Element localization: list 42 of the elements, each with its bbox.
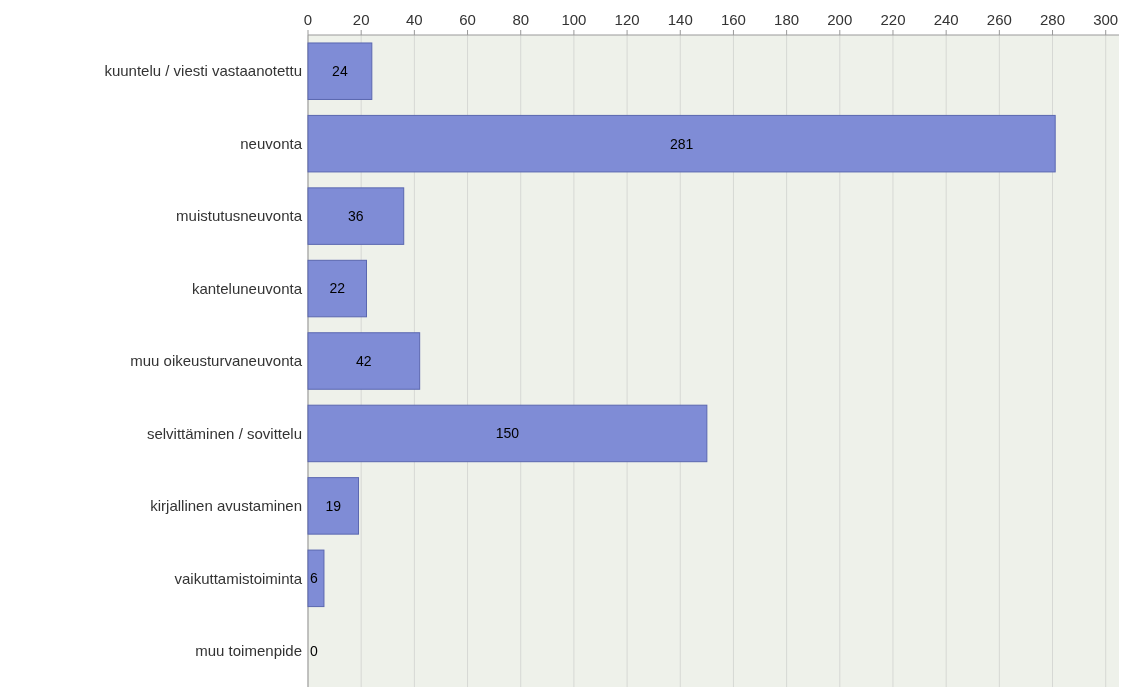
x-tick-label: 240 <box>933 11 959 28</box>
x-tick-label: 200 <box>827 11 853 28</box>
bar <box>307 42 373 100</box>
x-tick-label: 160 <box>720 11 746 28</box>
x-tick-label: 100 <box>561 11 587 28</box>
data-label: 36 <box>348 208 364 225</box>
y-tick-label: kirjallinen avustaminen <box>150 497 302 515</box>
data-label: 19 <box>325 497 342 514</box>
x-tick-label: 0 <box>303 11 313 28</box>
x-tick-label: 140 <box>667 11 693 28</box>
y-tick-label: vaikuttamistoiminta <box>174 569 303 587</box>
x-tick-label: 300 <box>1093 11 1119 28</box>
y-tick-label: muu toimenpide <box>195 642 302 660</box>
data-label: 22 <box>329 280 346 297</box>
y-tick-label: muu oikeusturvaneuvonta <box>130 352 303 370</box>
bar <box>307 477 360 535</box>
data-label: 0 <box>310 642 318 659</box>
x-tick-label: 40 <box>406 11 423 28</box>
bar <box>307 259 367 318</box>
data-label: 281 <box>669 135 694 152</box>
bar <box>307 332 421 390</box>
x-tick-label: 20 <box>352 11 370 28</box>
y-tick-label: selvittäminen / sovittelu <box>146 424 302 442</box>
data-label: 150 <box>495 425 520 442</box>
y-tick-label: kuuntelu / viesti vastaanotettu <box>104 62 302 80</box>
bar <box>307 187 405 245</box>
x-tick-label: 280 <box>1040 11 1066 28</box>
x-tick-label: 60 <box>459 11 476 28</box>
data-label: 24 <box>332 63 348 80</box>
bar <box>307 404 708 463</box>
bar <box>307 114 1056 173</box>
data-label: 6 <box>310 570 318 587</box>
x-tick-label: 180 <box>774 11 800 28</box>
y-tick-label: kanteluneuvonta <box>191 279 303 297</box>
data-label: 42 <box>356 352 372 369</box>
x-tick-label: 260 <box>986 11 1012 28</box>
x-tick-label: 220 <box>880 11 906 28</box>
x-tick-label: 80 <box>512 11 530 28</box>
y-tick-label: neuvonta <box>240 134 303 152</box>
bar <box>307 549 325 608</box>
x-tick-label: 120 <box>614 11 640 28</box>
y-tick-label: muistutusneuvonta <box>176 207 303 225</box>
